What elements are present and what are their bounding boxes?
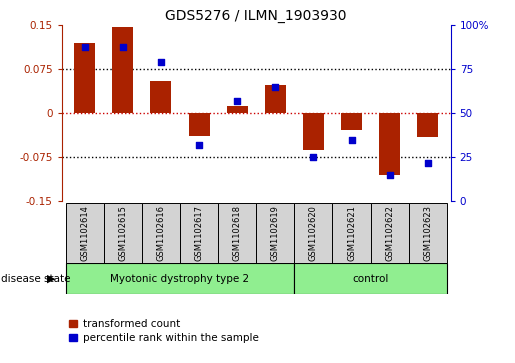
Text: control: control <box>352 274 389 284</box>
Text: GSM1102617: GSM1102617 <box>195 205 203 261</box>
Bar <box>188 113 210 136</box>
Text: GSM1102614: GSM1102614 <box>80 205 89 261</box>
Bar <box>150 81 171 113</box>
Bar <box>371 203 409 263</box>
Bar <box>265 85 286 113</box>
Bar <box>341 113 362 130</box>
Point <box>233 98 241 104</box>
Bar <box>180 203 218 263</box>
Bar <box>295 203 333 263</box>
Bar <box>295 263 447 294</box>
Text: GSM1102619: GSM1102619 <box>271 205 280 261</box>
Point <box>157 60 165 65</box>
Text: disease state: disease state <box>1 274 71 284</box>
Legend: transformed count, percentile rank within the sample: transformed count, percentile rank withi… <box>67 317 261 345</box>
Bar <box>256 203 295 263</box>
Text: GSM1102616: GSM1102616 <box>157 205 165 261</box>
Text: GSM1102623: GSM1102623 <box>423 205 432 261</box>
Bar <box>409 203 447 263</box>
Bar <box>379 113 400 175</box>
Text: GSM1102615: GSM1102615 <box>118 205 127 261</box>
Text: GSM1102622: GSM1102622 <box>385 205 394 261</box>
Text: GSM1102621: GSM1102621 <box>347 205 356 261</box>
Point <box>195 142 203 148</box>
Text: GSM1102618: GSM1102618 <box>233 205 242 261</box>
Bar <box>142 203 180 263</box>
Bar <box>65 263 295 294</box>
Bar <box>65 203 104 263</box>
Point <box>271 84 280 90</box>
Text: Myotonic dystrophy type 2: Myotonic dystrophy type 2 <box>110 274 250 284</box>
Point <box>386 172 394 178</box>
Point <box>310 155 318 160</box>
Bar <box>227 106 248 113</box>
Text: ▶: ▶ <box>47 274 56 284</box>
Bar <box>303 113 324 150</box>
Text: GSM1102620: GSM1102620 <box>309 205 318 261</box>
Title: GDS5276 / ILMN_1903930: GDS5276 / ILMN_1903930 <box>165 9 347 23</box>
Bar <box>333 203 371 263</box>
Point <box>424 160 432 166</box>
Bar <box>112 26 133 113</box>
Point <box>80 44 89 49</box>
Point <box>348 137 356 143</box>
Bar <box>74 43 95 113</box>
Point <box>118 44 127 49</box>
Bar <box>104 203 142 263</box>
Bar <box>417 113 438 137</box>
Bar <box>218 203 256 263</box>
